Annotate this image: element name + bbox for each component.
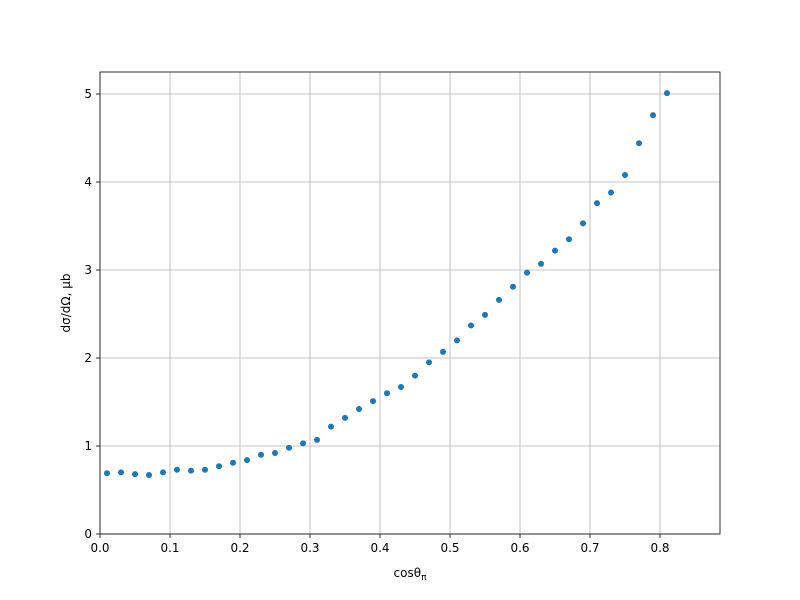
x-tick-label: 0.3 — [300, 541, 319, 555]
point — [426, 359, 433, 366]
x-tick-label: 0.8 — [650, 541, 669, 555]
point — [440, 348, 447, 355]
point — [636, 140, 643, 147]
point — [272, 450, 279, 457]
point — [370, 398, 377, 405]
x-tick-label: 0.2 — [230, 541, 249, 555]
plot-frame — [99, 71, 721, 535]
x-tick-label: 0.1 — [160, 541, 179, 555]
point — [132, 471, 139, 478]
point — [160, 469, 167, 476]
y-tick-label: 4 — [84, 175, 92, 189]
x-tick-label: 0.7 — [580, 541, 599, 555]
x-tick-label: 0.6 — [510, 541, 529, 555]
point — [342, 414, 349, 421]
y-tick-label: 1 — [84, 439, 92, 453]
point — [482, 311, 489, 318]
point — [118, 469, 125, 476]
y-tick-label: 3 — [84, 263, 92, 277]
y-tick-label: 5 — [84, 87, 92, 101]
x-label-text: cosθ — [394, 566, 422, 580]
point — [650, 112, 657, 119]
point — [174, 466, 181, 473]
point — [230, 459, 237, 466]
y-axis-label: dσ/dΩ, μb — [59, 274, 73, 333]
x-label-subscript: π — [421, 573, 427, 583]
point — [580, 220, 587, 227]
point — [384, 390, 391, 397]
point — [258, 451, 265, 458]
point — [356, 406, 363, 413]
point — [594, 200, 601, 207]
point — [552, 247, 559, 254]
point — [538, 260, 545, 267]
point — [244, 457, 251, 464]
point — [300, 440, 307, 447]
point — [286, 444, 293, 451]
point — [216, 463, 223, 470]
x-tick-label: 0.0 — [90, 541, 109, 555]
point — [104, 470, 111, 477]
x-tick-label: 0.5 — [440, 541, 459, 555]
x-tick-label: 0.4 — [370, 541, 389, 555]
point — [496, 296, 503, 303]
point — [202, 466, 209, 473]
point — [328, 423, 335, 430]
y-tick-label: 0 — [84, 527, 92, 541]
y-tick-label: 2 — [84, 351, 92, 365]
point — [566, 236, 573, 243]
point — [510, 283, 517, 290]
point — [622, 171, 629, 178]
point — [314, 436, 321, 443]
point — [188, 467, 195, 474]
point — [524, 269, 531, 276]
point — [412, 372, 419, 379]
point — [468, 322, 475, 329]
point — [664, 90, 671, 97]
point — [454, 337, 461, 344]
point — [608, 189, 615, 196]
x-axis-label: cosθπ — [394, 566, 428, 583]
point — [398, 384, 405, 391]
point — [146, 472, 153, 479]
